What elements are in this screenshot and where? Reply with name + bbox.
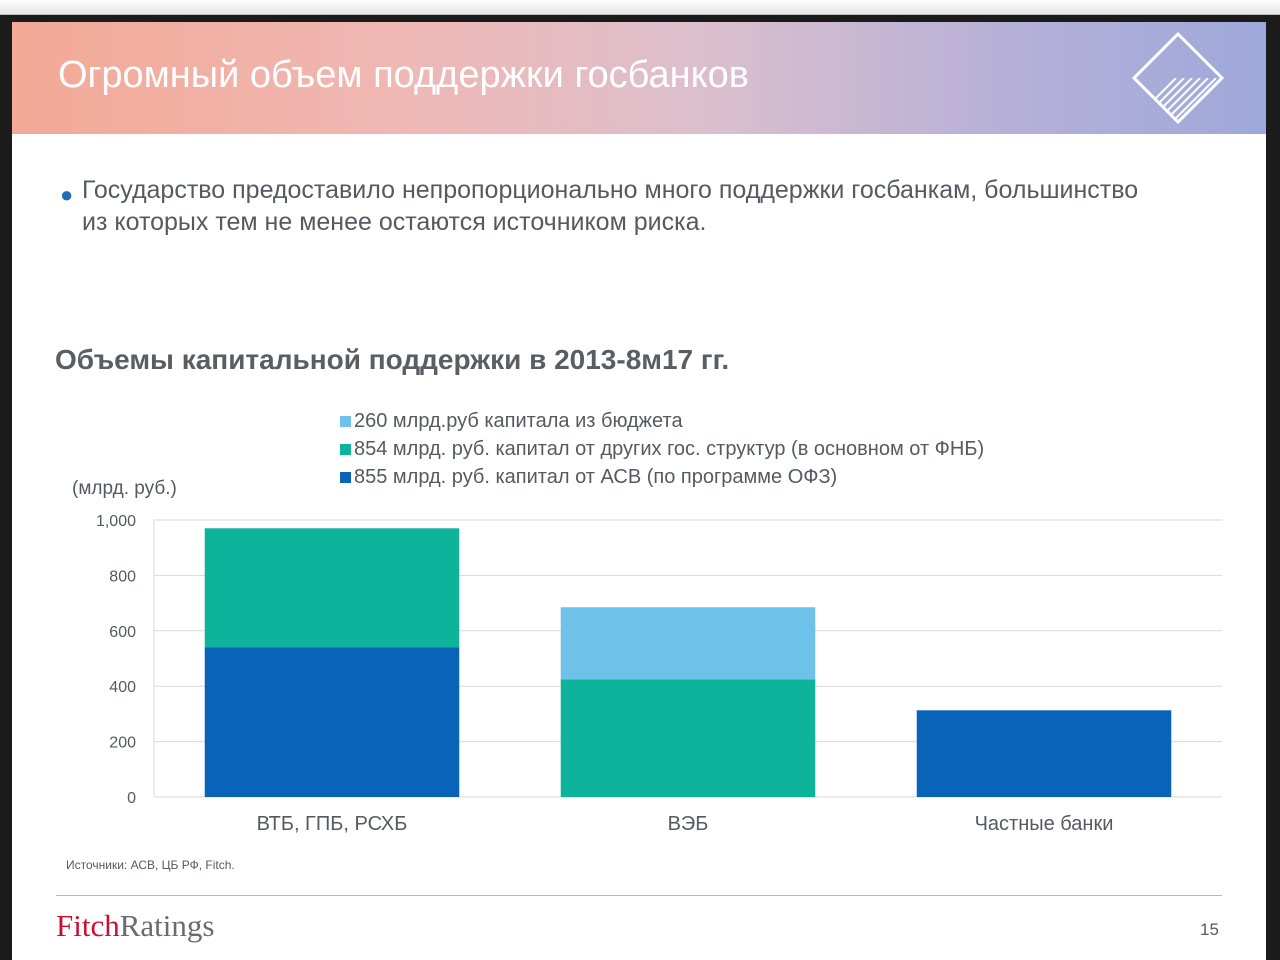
legend-label: 854 млрд. руб. капитал от других гос. ст… <box>354 438 984 460</box>
bar-segment <box>916 710 1172 797</box>
stacked-bar-chart: 0 200 400 600 800 1,000 (млрд. руб.) ВТБ, ГПБ, … <box>72 410 1222 835</box>
bar-segment <box>204 647 460 797</box>
bar-segment <box>560 679 816 797</box>
y-tick-label: 1,000 <box>96 513 136 530</box>
legend-label: 855 млрд. руб. капитал от АСВ (по програ… <box>354 466 837 488</box>
footer-divider <box>56 895 1222 896</box>
bullet-text: Государство предоставило непропорциональ… <box>82 176 1139 236</box>
page-number: 15 <box>1200 920 1219 939</box>
bullet-marker: ● <box>60 182 74 207</box>
slide-title: Огромный объем поддержки госбанков <box>58 54 749 96</box>
legend-label: 260 млрд.руб капитала из бюджета <box>354 410 683 432</box>
legend-swatch <box>340 416 351 427</box>
chart-title: Объемы капитальной поддержки в 2013-8м17… <box>55 344 730 375</box>
x-tick-label: Частные банки <box>975 813 1114 835</box>
y-tick-label: 400 <box>109 679 136 696</box>
legend-swatch <box>340 444 351 455</box>
fitch-ratings-logo: FitchRatings <box>56 908 214 944</box>
x-tick-label: ВЭБ <box>668 813 709 835</box>
y-tick-label: 200 <box>109 735 136 752</box>
bar-segment <box>204 528 460 648</box>
window-top-bar <box>0 0 1280 15</box>
y-tick-label: 800 <box>109 568 136 585</box>
brand-ratings: Ratings <box>119 908 215 943</box>
legend-swatch <box>340 472 351 483</box>
y-axis-label: (млрд. руб.) <box>72 478 177 499</box>
brand-fitch: Fitch <box>56 908 120 943</box>
y-tick-label: 0 <box>127 790 136 807</box>
fitch-diamond-logo-icon <box>1131 31 1225 125</box>
slide: Огромный объем поддержки госбанков ● Гос… <box>12 22 1266 960</box>
bar-segment <box>560 607 816 680</box>
source-note: Источники: АСВ, ЦБ РФ, Fitch. <box>66 858 235 872</box>
header-band <box>12 22 1266 134</box>
x-tick-label: ВТБ, ГПБ, РСХБ <box>257 813 408 835</box>
y-tick-label: 600 <box>109 624 136 641</box>
